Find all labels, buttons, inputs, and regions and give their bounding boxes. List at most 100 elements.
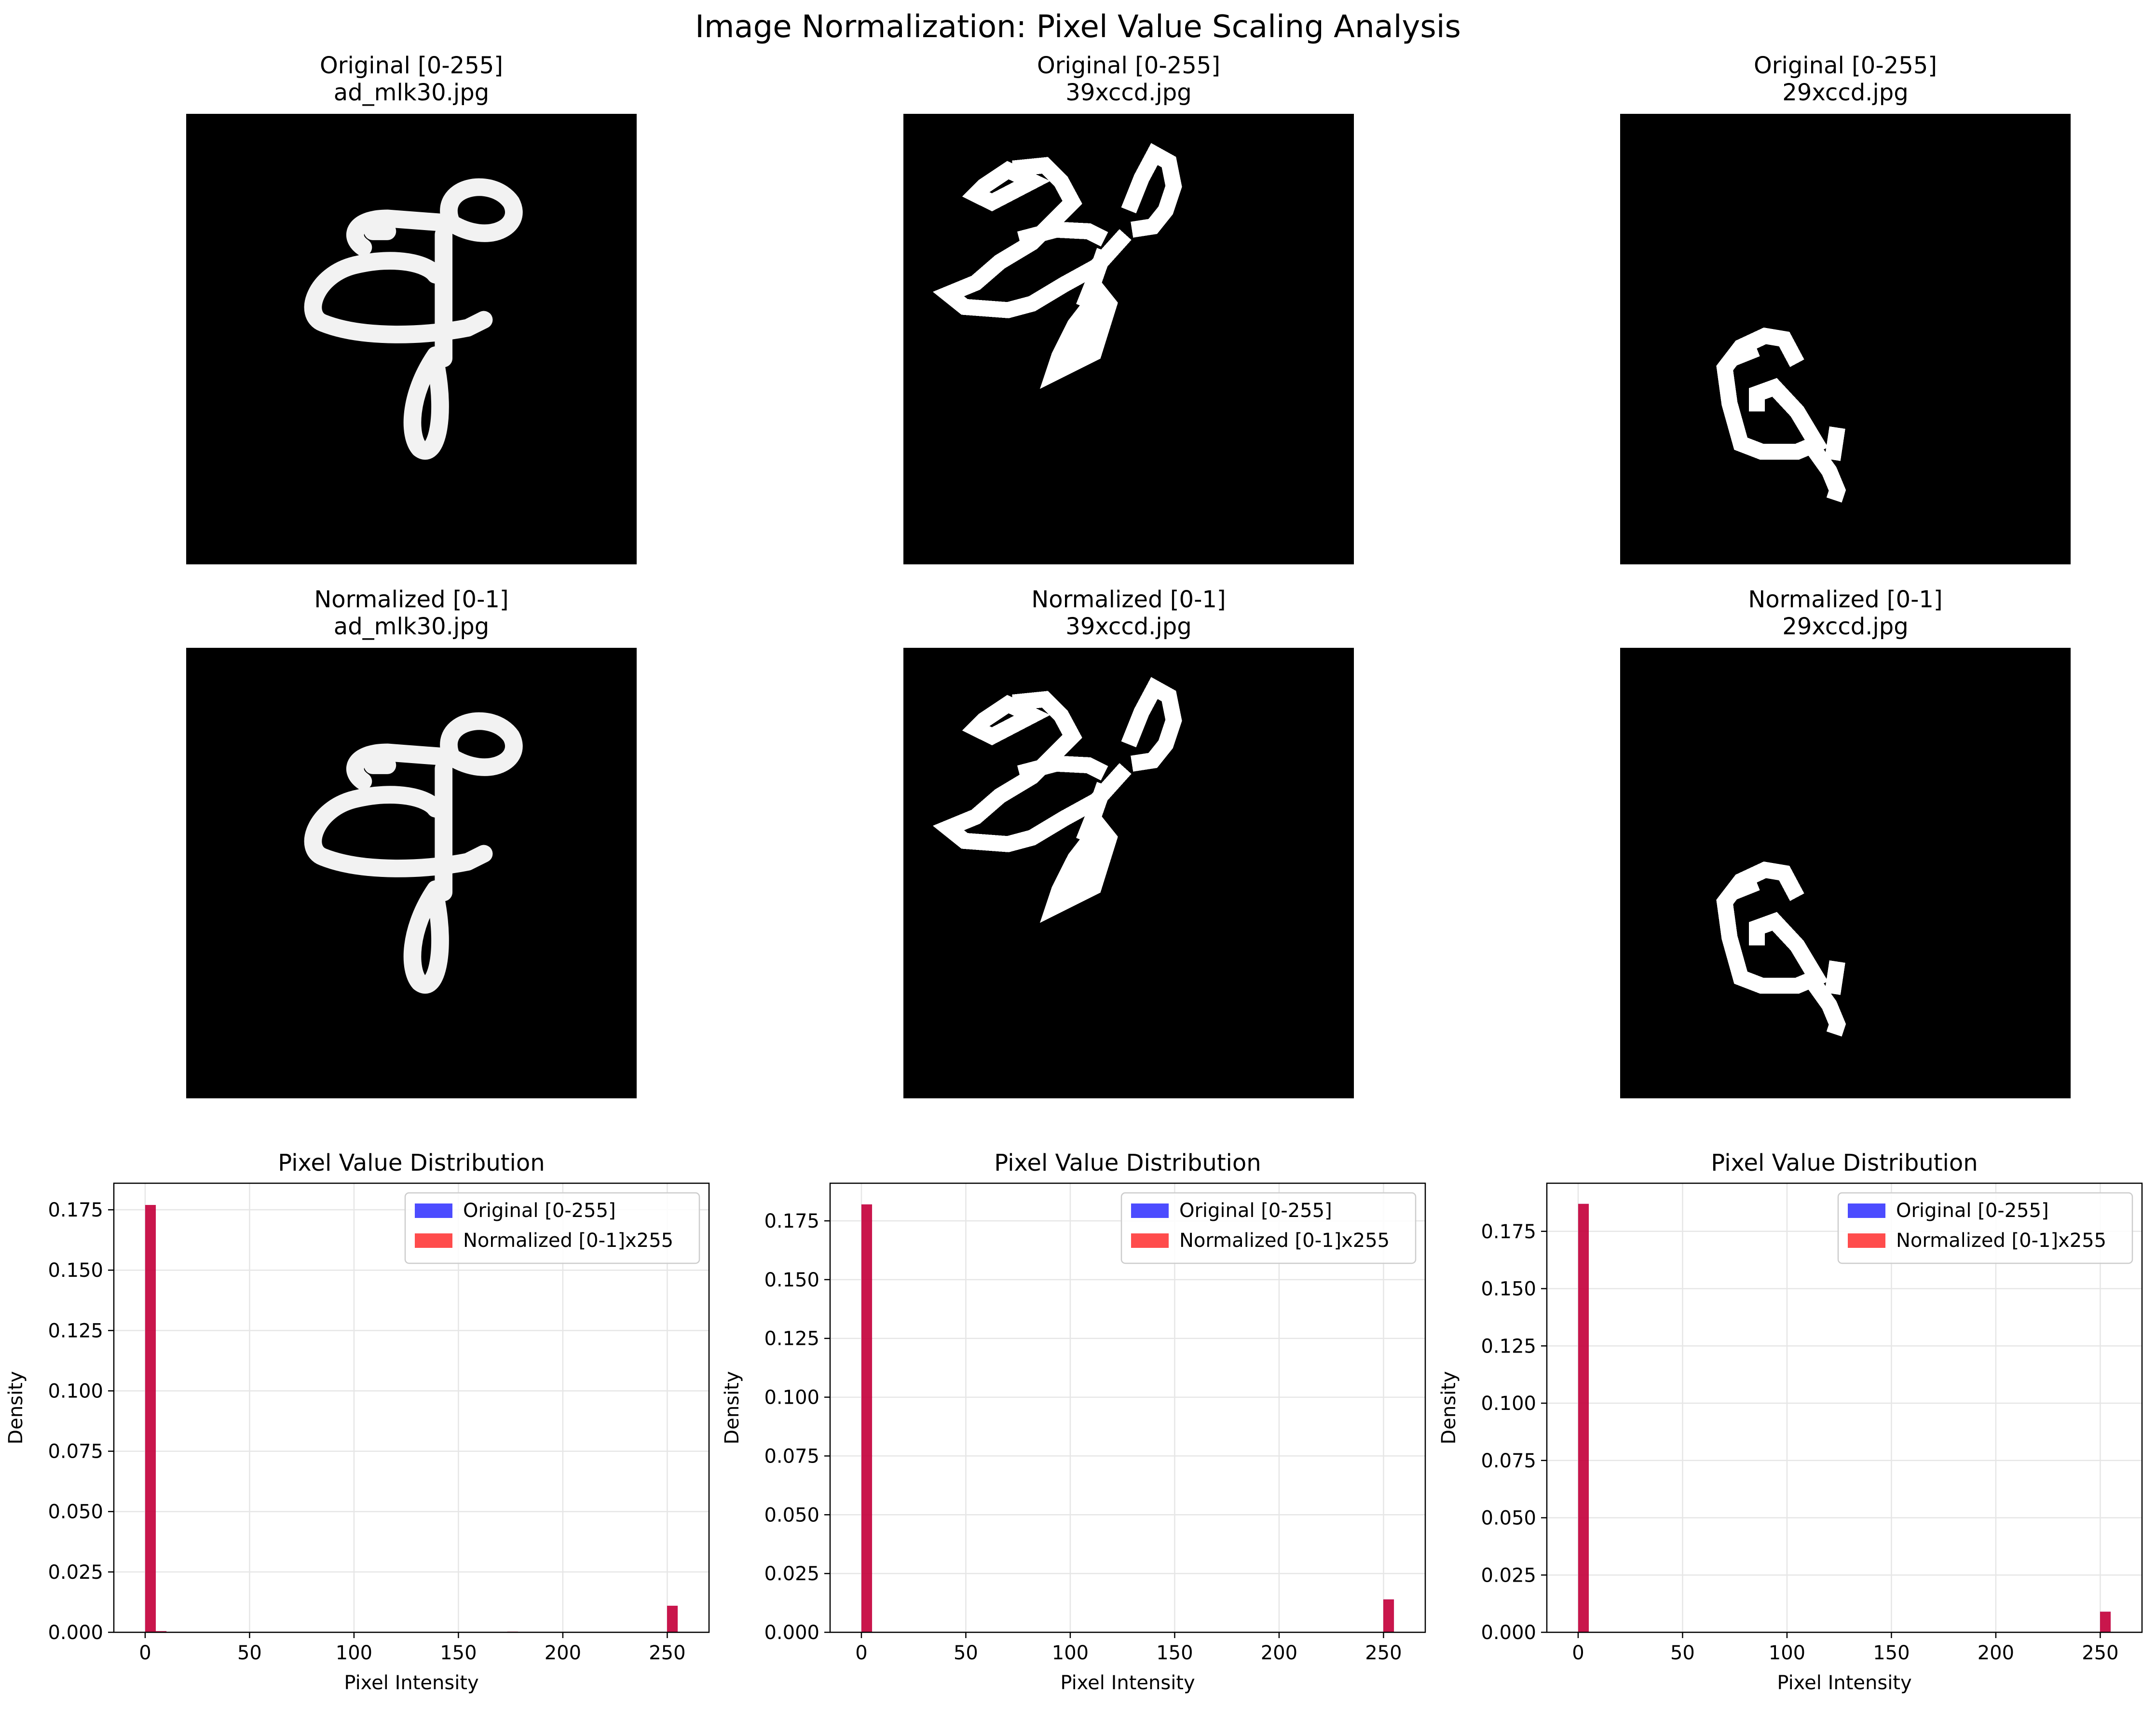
panel-file-label: 29xccd.jpg	[1782, 613, 1909, 640]
panel-file-label: ad_mlk30.jpg	[333, 613, 490, 640]
panel-row-label: Original [0-255]	[319, 52, 503, 79]
panel-file-label: ad_mlk30.jpg	[333, 79, 490, 106]
x-tick-label: 250	[2082, 1642, 2118, 1664]
panel-title-original-3: Original [0-255] 29xccd.jpg	[1620, 52, 2071, 106]
glyph-29xccd	[1716, 328, 1846, 503]
y-tick-label: 0.025	[48, 1561, 103, 1584]
x-axis-label: Pixel Intensity	[1777, 1672, 1911, 1694]
x-tick-label: 250	[649, 1642, 685, 1664]
x-tick-label: 100	[1769, 1642, 1805, 1664]
y-tick-label: 0.075	[764, 1445, 819, 1467]
x-tick-label: 100	[1052, 1642, 1089, 1664]
legend-box	[404, 1192, 700, 1264]
y-tick-label: 0.100	[764, 1387, 819, 1409]
legend-label: Normalized [0-1]x255	[1179, 1230, 1390, 1252]
image-normalized-29xccd	[1620, 648, 2071, 1098]
x-tick-label: 0	[1572, 1642, 1584, 1664]
panel-row-label: Normalized [0-1]	[314, 586, 509, 613]
legend-box	[1837, 1192, 2133, 1264]
legend-label: Normalized [0-1]x255	[463, 1230, 673, 1252]
legend-swatch-original	[415, 1203, 452, 1218]
x-tick-label: 200	[1978, 1642, 2014, 1664]
histogram-bar-normalized	[1383, 1599, 1394, 1632]
y-axis-label: Density	[721, 1371, 743, 1444]
panel-row-label: Normalized [0-1]	[1031, 586, 1226, 613]
y-tick-label: 0.125	[764, 1328, 819, 1350]
glyph-39xccd	[932, 677, 1182, 923]
histogram-bar-normalized	[861, 1204, 873, 1632]
panel-row-label: Normalized [0-1]	[1748, 586, 1943, 613]
legend-swatch-original	[1848, 1203, 1885, 1218]
x-axis-label: Pixel Intensity	[344, 1672, 478, 1694]
legend-label: Original [0-255]	[1896, 1200, 2049, 1222]
panel-file-label: 29xccd.jpg	[1782, 79, 1909, 106]
y-tick-label: 0.000	[1481, 1622, 1536, 1644]
x-tick-label: 150	[1156, 1642, 1193, 1664]
legend-swatch-original	[1131, 1203, 1169, 1218]
y-tick-label: 0.075	[1481, 1450, 1536, 1472]
chart-title: Pixel Value Distribution	[994, 1149, 1261, 1176]
y-tick-label: 0.150	[764, 1269, 819, 1291]
x-tick-label: 150	[440, 1642, 477, 1664]
histogram-bar-normalized	[1578, 1203, 1589, 1632]
chart-title: Pixel Value Distribution	[278, 1149, 545, 1176]
y-tick-label: 0.050	[1481, 1507, 1536, 1530]
x-tick-label: 200	[545, 1642, 581, 1664]
y-axis-label: Density	[1438, 1371, 1460, 1444]
legend-label: Original [0-255]	[1179, 1200, 1332, 1222]
legend-swatch-normalized	[1131, 1233, 1169, 1248]
y-tick-label: 0.175	[1481, 1221, 1536, 1243]
x-tick-label: 50	[1670, 1642, 1695, 1664]
glyph-29xccd	[1716, 861, 1846, 1037]
x-tick-label: 100	[336, 1642, 372, 1664]
legend-label: Normalized [0-1]x255	[1896, 1230, 2106, 1252]
glyph-39xccd	[932, 143, 1182, 389]
image-original-ad-mlk30	[186, 114, 637, 564]
figure-title: Image Normalization: Pixel Value Scaling…	[695, 9, 1461, 45]
y-tick-label: 0.100	[48, 1380, 103, 1402]
histogram-bar-normalized	[667, 1605, 678, 1632]
axes-frame	[1546, 1182, 2143, 1633]
x-tick-label: 250	[1365, 1642, 1402, 1664]
y-tick-label: 0.075	[48, 1441, 103, 1463]
image-original-39xccd	[903, 114, 1354, 564]
panel-title-normalized-2: Normalized [0-1] 39xccd.jpg	[903, 586, 1354, 640]
y-tick-label: 0.150	[1481, 1278, 1536, 1300]
y-tick-label: 0.175	[764, 1210, 819, 1232]
x-tick-label: 200	[1261, 1642, 1297, 1664]
panel-title-original-1: Original [0-255] ad_mlk30.jpg	[186, 52, 637, 106]
y-tick-label: 0.100	[1481, 1393, 1536, 1415]
panel-title-original-2: Original [0-255] 39xccd.jpg	[903, 52, 1354, 106]
axes-frame	[113, 1182, 710, 1633]
panel-row-label: Original [0-255]	[1037, 52, 1220, 79]
x-tick-label: 50	[237, 1642, 262, 1664]
y-tick-label: 0.000	[48, 1622, 103, 1644]
panel-title-normalized-1: Normalized [0-1] ad_mlk30.jpg	[186, 586, 637, 640]
panel-title-normalized-3: Normalized [0-1] 29xccd.jpg	[1620, 586, 2071, 640]
y-tick-label: 0.125	[1481, 1335, 1536, 1357]
legend-label: Original [0-255]	[463, 1200, 616, 1222]
histogram-bar-normalized	[2100, 1612, 2111, 1632]
y-axis-label: Density	[5, 1371, 27, 1444]
y-tick-label: 0.050	[48, 1501, 103, 1523]
y-tick-label: 0.150	[48, 1259, 103, 1282]
glyph-ad-mlk30	[304, 712, 523, 994]
y-tick-label: 0.125	[48, 1320, 103, 1342]
x-tick-label: 0	[855, 1642, 867, 1664]
y-tick-label: 0.050	[764, 1504, 819, 1526]
y-tick-label: 0.175	[48, 1199, 103, 1221]
y-tick-label: 0.025	[1481, 1564, 1536, 1586]
axes-frame	[829, 1182, 1426, 1633]
x-tick-label: 150	[1873, 1642, 1910, 1664]
panel-file-label: 39xccd.jpg	[1065, 79, 1192, 106]
y-tick-label: 0.025	[764, 1563, 819, 1585]
legend-box	[1120, 1192, 1417, 1264]
glyph-ad-mlk30	[304, 178, 523, 460]
x-axis-label: Pixel Intensity	[1060, 1672, 1195, 1694]
y-tick-label: 0.000	[764, 1622, 819, 1644]
image-normalized-39xccd	[903, 648, 1354, 1098]
legend-swatch-normalized	[1848, 1233, 1885, 1248]
histogram-bar-normalized	[145, 1205, 156, 1632]
image-original-29xccd	[1620, 114, 2071, 564]
